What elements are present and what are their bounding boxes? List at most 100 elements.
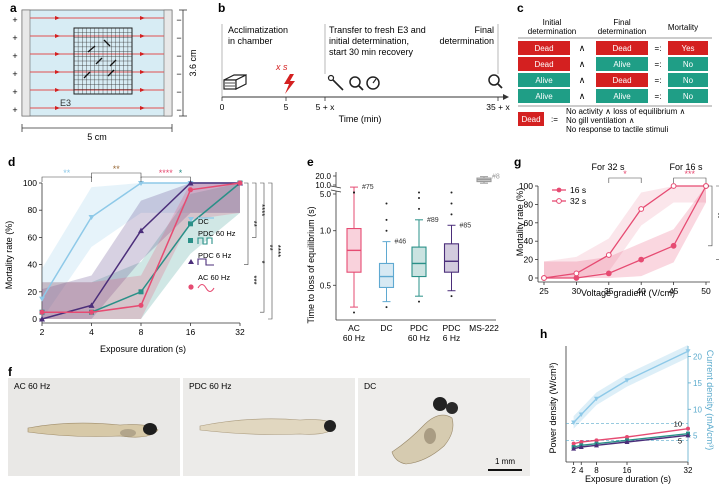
e-outlier (418, 207, 420, 210)
d-point (187, 180, 194, 186)
h-point (625, 435, 629, 439)
d-y-tick-label: 0 (32, 314, 37, 324)
header-initial-1: Initial (543, 18, 562, 27)
d-x-tick-label: 32 (235, 327, 245, 337)
mortality-voltage-chart: 0 20 40 60 80 100 25 30 35 40 45 50 16 s32 s For 32 s… (519, 162, 719, 296)
legend-pdc6: PDC 6 Hz (198, 251, 232, 260)
timer-icon (366, 76, 380, 90)
field-arrow (55, 70, 60, 74)
d-xlabel: Exposure duration (s) (100, 344, 186, 354)
panel-label-e: e (307, 155, 314, 169)
e-outlier (418, 191, 420, 194)
cell-eq: =: (655, 92, 662, 101)
g-annotation-label: For 16 s (669, 162, 703, 172)
g-right-bracket (708, 185, 713, 247)
panel-label-c: c (517, 1, 524, 15)
legend-ac-marker (188, 284, 194, 290)
legend-pdc6-marker (188, 259, 194, 264)
plus-sign: + (12, 105, 17, 115)
cell-final (596, 89, 648, 103)
h-point (686, 426, 690, 431)
d-bracket-label: ** (63, 168, 71, 178)
minus-sign: − (176, 69, 181, 79)
larva-mark (109, 59, 117, 67)
chamber-icon (223, 74, 247, 90)
e-axis-break (330, 189, 342, 193)
legend-dc-marker (188, 217, 194, 222)
cell-eq: =: (655, 60, 662, 69)
cell-final (596, 41, 648, 55)
minus-sign: − (176, 15, 181, 25)
time-tick-label: 5 (284, 102, 289, 112)
d-point (138, 289, 144, 295)
plus-sign: + (12, 15, 17, 25)
field-arrow (140, 52, 145, 56)
h-x-tick-label: 16 (623, 466, 632, 475)
g-legend-32: 32 s (570, 196, 586, 206)
h-ref-label: 5 (678, 436, 682, 445)
g-bracket (608, 177, 642, 183)
time-tick-label: 0 (220, 102, 225, 112)
legend-ac: AC 60 Hz (198, 273, 230, 282)
cell-mortality-text: No (683, 60, 694, 69)
def-dead-label: Dead (521, 115, 540, 124)
cell-eq: =: (655, 76, 662, 85)
lightning-icon (284, 74, 295, 94)
g-y-tick-label: 60 (524, 218, 534, 228)
e-x-tick-label: AC (348, 323, 360, 333)
cell-final (596, 73, 648, 87)
e-outlier (353, 191, 355, 194)
step-final-1: Final (474, 25, 494, 35)
cell-final-text: Dead (612, 44, 631, 53)
cell-initial (518, 41, 570, 55)
field-arrow (140, 16, 145, 20)
g-point (605, 252, 612, 258)
e-n-label: #89 (427, 217, 439, 224)
g-x-tick-label: 45 (669, 286, 679, 296)
panel-label-f: f (8, 365, 13, 379)
h-point (624, 378, 630, 383)
panel-g: g 0 20 40 60 80 100 25 30 35 40 45 50 16 s32 s For 32… (514, 155, 719, 298)
e-ylabel: Time to loss of equilibrium (s) (306, 206, 316, 323)
h-x-tick-label: 4 (579, 466, 584, 475)
e-y-tick-label: 20.0 (315, 172, 331, 181)
cell-initial-text: Dead (534, 44, 553, 53)
cell-initial-text: Alive (535, 76, 553, 85)
field-arrow (140, 88, 145, 92)
step-acclimatization-2: in chamber (228, 36, 273, 46)
cell-and: ∧ (579, 59, 586, 69)
d-right-bracket-label: **** (273, 245, 282, 257)
e-outlier (385, 202, 388, 205)
g-ylabel: Mortality rate (%) (515, 188, 525, 257)
g-y-tick-label: 20 (524, 255, 534, 265)
h-ylabel: Power density (W/cm³) (548, 362, 558, 453)
e-y-tick-label: 0.5 (320, 281, 332, 290)
h-point (594, 442, 599, 448)
d-point (39, 309, 45, 315)
h-point (571, 420, 577, 425)
e-n-label: #8 (492, 174, 500, 181)
e-x-tick-label: PDC (443, 323, 461, 333)
electrode-right (163, 9, 173, 117)
e-outlier (450, 213, 453, 216)
g-point (670, 242, 677, 249)
legend-dc: DC (198, 217, 209, 226)
e-box (411, 246, 427, 278)
field-arrow (140, 70, 145, 74)
e-x-tick-label: DC (380, 323, 392, 333)
g-x-tick-label: 30 (572, 286, 582, 296)
cell-final (596, 57, 648, 71)
d-right-bracket (252, 182, 257, 238)
cell-mortality (668, 41, 708, 55)
cell-and: ∧ (579, 43, 586, 53)
d-y-tick-label: 20 (28, 287, 38, 297)
step-transfer-3: start 30 min recovery (329, 47, 414, 57)
cell-initial (518, 57, 570, 71)
g-band (544, 186, 706, 278)
h-point (571, 446, 577, 451)
e-y-tick-label: 5.0 (320, 190, 332, 199)
minus-sign: − (176, 87, 181, 97)
step-transfer-2: initial determination, (329, 36, 409, 46)
